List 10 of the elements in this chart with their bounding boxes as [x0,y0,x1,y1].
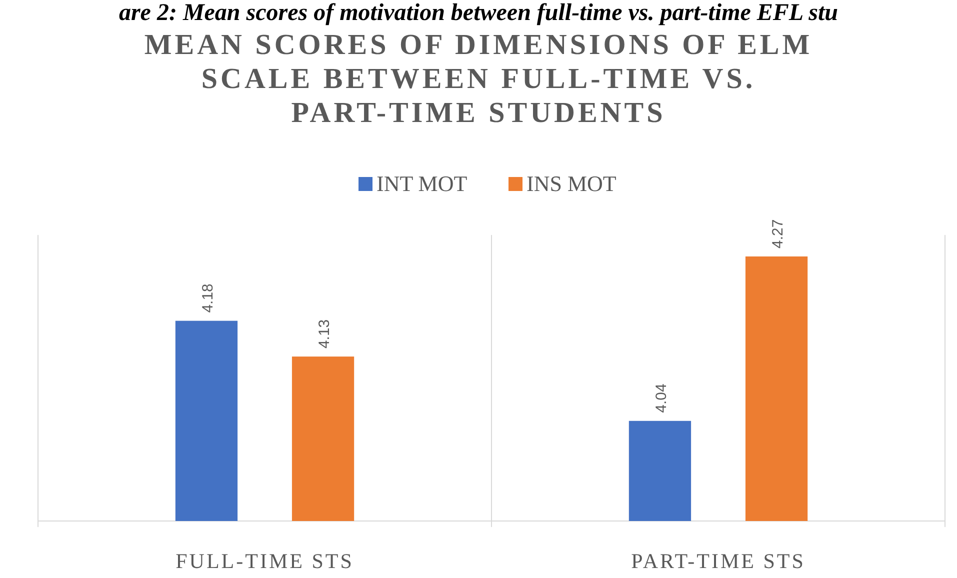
x-tick-label: FULL-TIME STS [176,549,354,573]
data-label: 4.04 [652,384,670,413]
x-tick-label: PART-TIME STS [631,549,806,573]
data-label: 4.13 [316,319,334,349]
data-label: 4.27 [770,219,787,248]
data-label: 4.18 [199,284,216,313]
legend-label: INT MOT [376,171,468,196]
legend-label: INS MOT [526,171,617,196]
chart-title: MEAN SCORES OF DIMENSIONS OF ELM SCALE BETWEEN FULL-TIME VS. PART-TIME STUDENTS [144,29,813,129]
text: are 2: Mean scores of motivation between full-time vs. part-time EFL stu [118,0,838,26]
